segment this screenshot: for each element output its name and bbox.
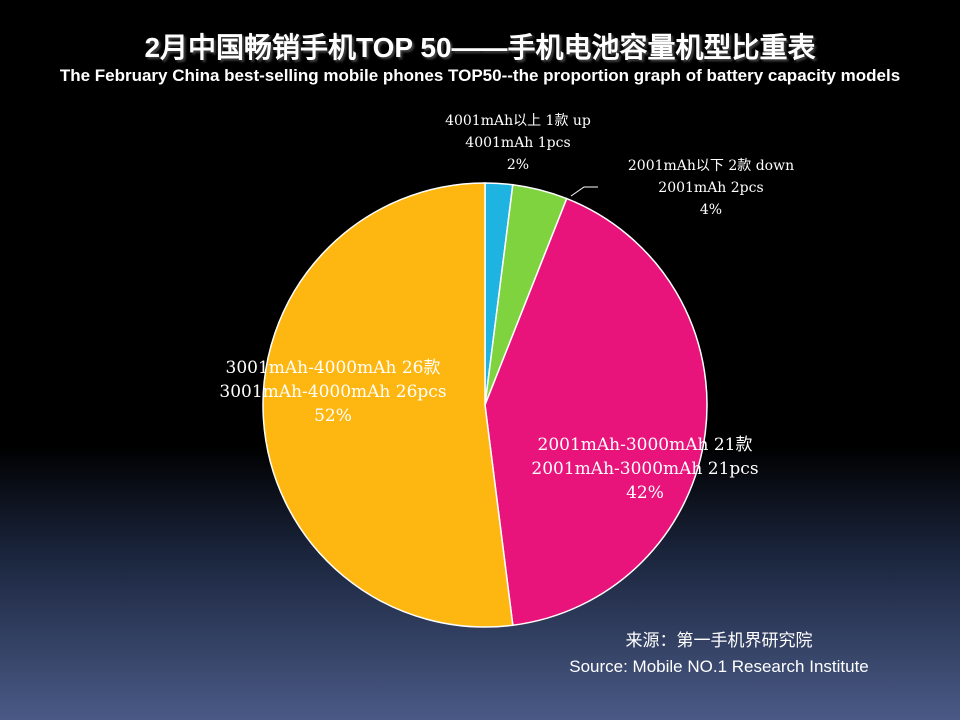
chart-subtitle: The February China best-selling mobile p…: [59, 66, 901, 85]
slice-label-line2: 2001mAh 2pcs: [658, 180, 764, 196]
leader-line: [570, 186, 598, 197]
slice-label-line1: 3001mAh-4000mAh 26款: [225, 358, 441, 378]
slice-3001-4000: [262, 182, 514, 628]
source-line-en: Source: Mobile NO.1 Research Institute: [569, 657, 869, 676]
source-line-cn: 来源：第一手机界研究院: [625, 631, 813, 650]
slice-label-line1: 2001mAh以下 2款 down: [627, 158, 795, 174]
slice-label-4001-up: 4001mAh以上 1款 up 4001mAh 1pcs 2%: [418, 110, 618, 176]
chart-title: 2月中国畅销手机TOP 50——手机电池容量机型比重表: [144, 32, 816, 63]
slice-2001-3000: [484, 197, 708, 627]
slice-label-percent: 4%: [699, 202, 723, 218]
slice-label-percent: 42%: [626, 483, 664, 503]
slice-label-line1: 4001mAh以上 1款 up: [445, 113, 591, 129]
slice-label-2001-3000: 2001mAh-3000mAh 21款 2001mAh-3000mAh 21pc…: [510, 433, 780, 505]
slice-label-line2: 4001mAh 1pcs: [465, 135, 571, 151]
slice-label-2001-down: 2001mAh以下 2款 down 2001mAh 2pcs 4%: [606, 155, 816, 221]
slice-label-line2: 2001mAh-3000mAh 21pcs: [531, 459, 759, 479]
source-note: 来源：第一手机界研究院 Source: Mobile NO.1 Research…: [556, 628, 882, 680]
slice-label-3001-4000: 3001mAh-4000mAh 26款 3001mAh-4000mAh 26pc…: [198, 356, 468, 428]
slice-label-line2: 3001mAh-4000mAh 26pcs: [219, 382, 447, 402]
slice-label-line1: 2001mAh-3000mAh 21款: [537, 435, 753, 455]
slice-label-percent: 52%: [314, 406, 352, 426]
slice-label-percent: 2%: [506, 157, 530, 173]
